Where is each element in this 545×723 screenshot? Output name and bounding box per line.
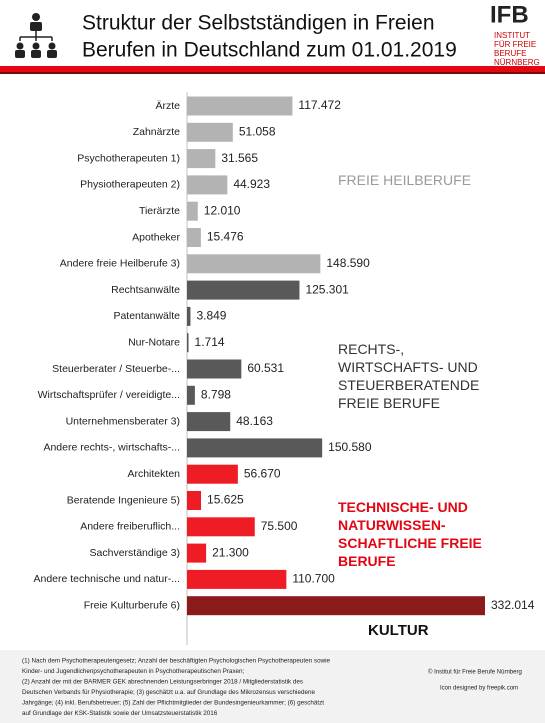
value-label: 51.058 xyxy=(239,124,276,138)
bar xyxy=(187,149,216,169)
footnote: (2) Anzahl der mit der BARMER GEK abrech… xyxy=(22,679,303,686)
bar xyxy=(187,280,300,300)
category-label: Beratende Ingenieure 5) xyxy=(67,494,180,506)
category-label: Apotheker xyxy=(132,231,180,243)
value-label: 150.580 xyxy=(328,440,372,454)
bar xyxy=(187,596,485,616)
value-label: 332.014 xyxy=(491,598,535,612)
bar xyxy=(187,254,321,274)
value-label: 48.163 xyxy=(236,414,273,428)
category-label: Physiotherapeuten 2) xyxy=(80,179,180,191)
category-label: Freie Kulturberufe 6) xyxy=(84,599,180,611)
bar xyxy=(187,543,207,563)
value-label: 15.476 xyxy=(207,230,244,244)
category-label: Andere freiberuflich... xyxy=(80,521,180,533)
value-label: 148.590 xyxy=(326,256,370,270)
category-label: Architekten xyxy=(127,468,180,480)
bar xyxy=(187,385,195,405)
footnote: auf Grundlage der KSK-Statistik sowie de… xyxy=(22,710,218,717)
category-label: Sachverständige 3) xyxy=(90,547,180,559)
value-label: 3.849 xyxy=(196,309,226,323)
logo-text: INSTITUT xyxy=(494,31,530,40)
header-icon xyxy=(15,13,57,58)
chart-title: Berufen in Deutschland zum 01.01.2019 xyxy=(82,39,457,62)
footnote: Jahrgänge; (4) inkl. Berufsbetreuer; (5)… xyxy=(22,700,324,707)
logo-text: BERUFE xyxy=(494,49,526,58)
value-label: 1.714 xyxy=(195,335,225,349)
header-bar xyxy=(0,72,545,74)
category-label: Steuerberater / Steuerbe-... xyxy=(52,363,180,375)
value-label: 15.625 xyxy=(207,493,244,507)
group-label: TECHNISCHE- UND NATURWISSEN- SCHAFTLICHE… xyxy=(338,499,482,569)
value-label: 60.531 xyxy=(247,361,284,375)
bar xyxy=(187,464,238,484)
value-label: 110.700 xyxy=(292,572,335,586)
bar xyxy=(187,438,323,458)
category-label: Psychotherapeuten 1) xyxy=(77,152,180,164)
category-label: Andere technische und natur-... xyxy=(33,573,180,585)
copyright: © Institut für Freie Berufe Nürnberg xyxy=(428,669,522,676)
bar xyxy=(187,333,189,353)
bar xyxy=(187,122,233,142)
value-label: 56.670 xyxy=(244,466,281,480)
category-label: Unternehmensberater 3) xyxy=(66,415,180,427)
footnote: Deutschen Verbands für Physiotherapie; (… xyxy=(22,689,315,696)
value-label: 21.300 xyxy=(212,545,249,559)
value-label: 75.500 xyxy=(261,519,298,533)
group-label: KULTUR xyxy=(362,622,435,640)
category-label: Andere freie Heilberufe 3) xyxy=(60,258,180,270)
footer-bg xyxy=(0,650,545,723)
category-label: Wirtschaftsprüfer / vereidigte... xyxy=(38,389,180,401)
credit: Icon designed by freepik.com xyxy=(440,686,518,692)
logo-text: NÜRNBERG xyxy=(494,58,540,67)
value-label: 12.010 xyxy=(204,203,241,217)
group-label: RECHTS-, WIRTSCHAFTS- UND STEUERBERATEND… xyxy=(338,341,480,411)
value-label: 31.565 xyxy=(221,151,258,165)
category-label: Zahnärzte xyxy=(133,126,180,138)
logo-mark: IFB xyxy=(490,1,529,28)
bar xyxy=(187,412,231,432)
bar xyxy=(187,201,198,221)
value-label: 117.472 xyxy=(298,98,341,112)
value-label: 125.301 xyxy=(305,282,349,296)
bar xyxy=(187,96,293,116)
logo-text: FÜR FREIE xyxy=(494,40,536,49)
bar xyxy=(187,228,201,247)
bar xyxy=(187,306,191,326)
category-label: Andere rechts-, wirtschafts-... xyxy=(43,442,180,454)
chart-title: Struktur der Selbstständigen in Freien xyxy=(82,12,435,35)
category-label: Rechtsanwälte xyxy=(111,284,180,296)
group-label: FREIE HEILBERUFE xyxy=(338,172,472,188)
footnote: Kinder- und Jugendlichenpsychotherapeute… xyxy=(22,668,245,675)
value-label: 8.798 xyxy=(201,387,231,401)
bar xyxy=(187,491,202,510)
bar xyxy=(187,569,287,589)
bar xyxy=(187,175,228,195)
footnote: (1) Nach dem Psychotherapeutengesetz; An… xyxy=(22,658,331,665)
value-label: 44.923 xyxy=(233,177,270,191)
header-bar xyxy=(0,66,545,72)
bar xyxy=(187,517,255,537)
category-label: Nur-Notare xyxy=(128,336,180,348)
bar xyxy=(187,359,242,379)
category-label: Patentanwälte xyxy=(113,310,180,322)
category-label: Ärzte xyxy=(155,100,180,112)
category-label: Tierärzte xyxy=(139,205,180,217)
